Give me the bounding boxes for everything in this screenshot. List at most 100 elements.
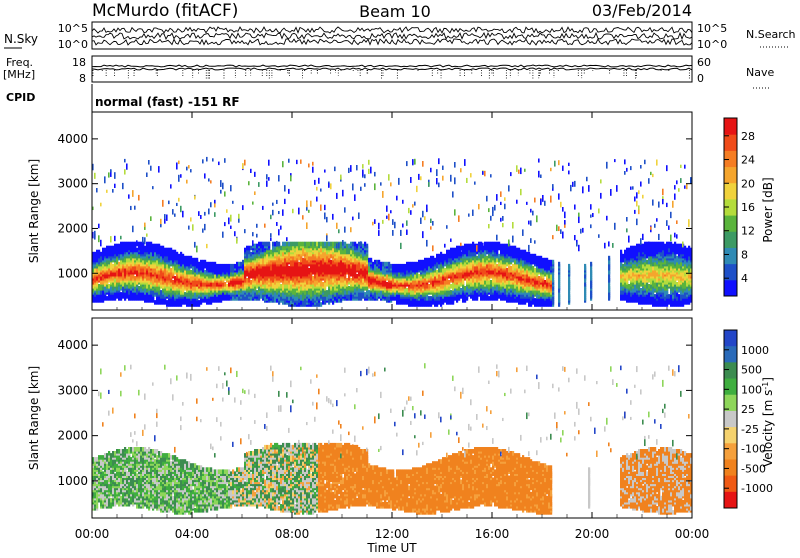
power-cell [160, 290, 162, 295]
power-cell [234, 272, 236, 277]
power-scatter [178, 175, 180, 182]
power-cell [448, 250, 450, 255]
power-cell [320, 282, 322, 287]
power-cell [418, 280, 420, 285]
power-cell [290, 242, 292, 247]
power-scatter [292, 209, 294, 213]
power-scatter [418, 174, 420, 180]
power-cell [118, 268, 120, 273]
power-scatter [396, 196, 398, 201]
power-cell [338, 274, 340, 279]
power-cell [372, 262, 374, 267]
power-cell [304, 290, 306, 295]
power-cell [418, 274, 420, 279]
power-cell [358, 284, 360, 289]
power-cell [156, 292, 158, 297]
power-cell [300, 286, 302, 291]
power-cell [268, 278, 270, 283]
power-cell [126, 242, 128, 247]
nsky-traces [92, 27, 692, 45]
power-scatter [282, 161, 284, 167]
power-scatter [106, 190, 108, 193]
power-scatter [422, 161, 424, 167]
power-cell [296, 242, 298, 247]
power-scatter [222, 232, 224, 238]
power-cell [342, 278, 344, 283]
power-cell [342, 272, 344, 277]
power-cell [126, 264, 128, 269]
power-scatter [204, 224, 206, 230]
power-cell [232, 264, 234, 269]
power-scatter [278, 229, 280, 235]
power-cell [240, 270, 242, 275]
power-cell [350, 278, 352, 283]
power-cell [490, 280, 492, 285]
power-cell [496, 248, 498, 253]
power-cell [384, 262, 386, 267]
power-cell [264, 242, 266, 247]
power-scatter [408, 208, 410, 213]
power-scatter [324, 205, 326, 210]
power-scatter [232, 201, 234, 204]
power-cell [258, 274, 260, 279]
power-cell [442, 290, 444, 295]
power-scatter [276, 200, 278, 204]
power-cell [412, 290, 414, 295]
power-cell [204, 260, 206, 265]
power-scatter [430, 168, 432, 172]
power-scatter [282, 209, 284, 215]
power-scatter [308, 164, 310, 168]
power-cell [420, 294, 422, 299]
power-cell [324, 242, 326, 247]
power-cell [336, 268, 338, 273]
power-scatter [438, 158, 440, 164]
power-cell [298, 242, 300, 247]
power-cell [166, 256, 168, 261]
power-cell [110, 246, 112, 251]
power-cell [392, 278, 394, 283]
power-cell [306, 290, 308, 295]
power-scatter [486, 196, 488, 202]
power-cell [104, 262, 106, 267]
power-cell [186, 270, 188, 275]
power-cell [270, 260, 272, 265]
freq-tick-bottom: 8 [79, 72, 86, 85]
power-cell [470, 244, 472, 249]
power-cell [312, 276, 314, 281]
power-scatter [214, 203, 216, 207]
power-cell [466, 278, 468, 283]
power-scatter [362, 170, 364, 177]
nsky-trace [92, 39, 692, 45]
power-cell [318, 282, 320, 287]
power-scatter [400, 230, 402, 236]
power-cell [316, 242, 318, 247]
power-cell [448, 280, 450, 285]
power-scatter [210, 180, 212, 183]
power-cell [428, 296, 430, 301]
power-cell [376, 260, 378, 265]
power-cell [106, 246, 108, 251]
power-scatter [470, 173, 472, 177]
power-cell [426, 258, 428, 263]
power-cell [460, 252, 462, 257]
power-cell [118, 244, 120, 249]
power-cell [484, 270, 486, 275]
power-scatter [190, 217, 192, 221]
power-scatter [472, 210, 474, 216]
power-cell [198, 280, 200, 285]
power-cell [126, 252, 128, 257]
power-cell [286, 242, 288, 247]
power-cell [166, 248, 168, 253]
power-scatter [290, 175, 292, 181]
power-scatter [268, 160, 270, 166]
power-scatter [150, 216, 152, 221]
power-cell [94, 278, 96, 283]
power-scatter [406, 161, 408, 166]
power-cell [404, 288, 406, 293]
power-cell [266, 254, 268, 259]
power-cell [356, 286, 358, 291]
power-cell [428, 258, 430, 263]
nsearch-tick-top: 10^5 [697, 22, 727, 35]
power-scatter [148, 160, 150, 165]
